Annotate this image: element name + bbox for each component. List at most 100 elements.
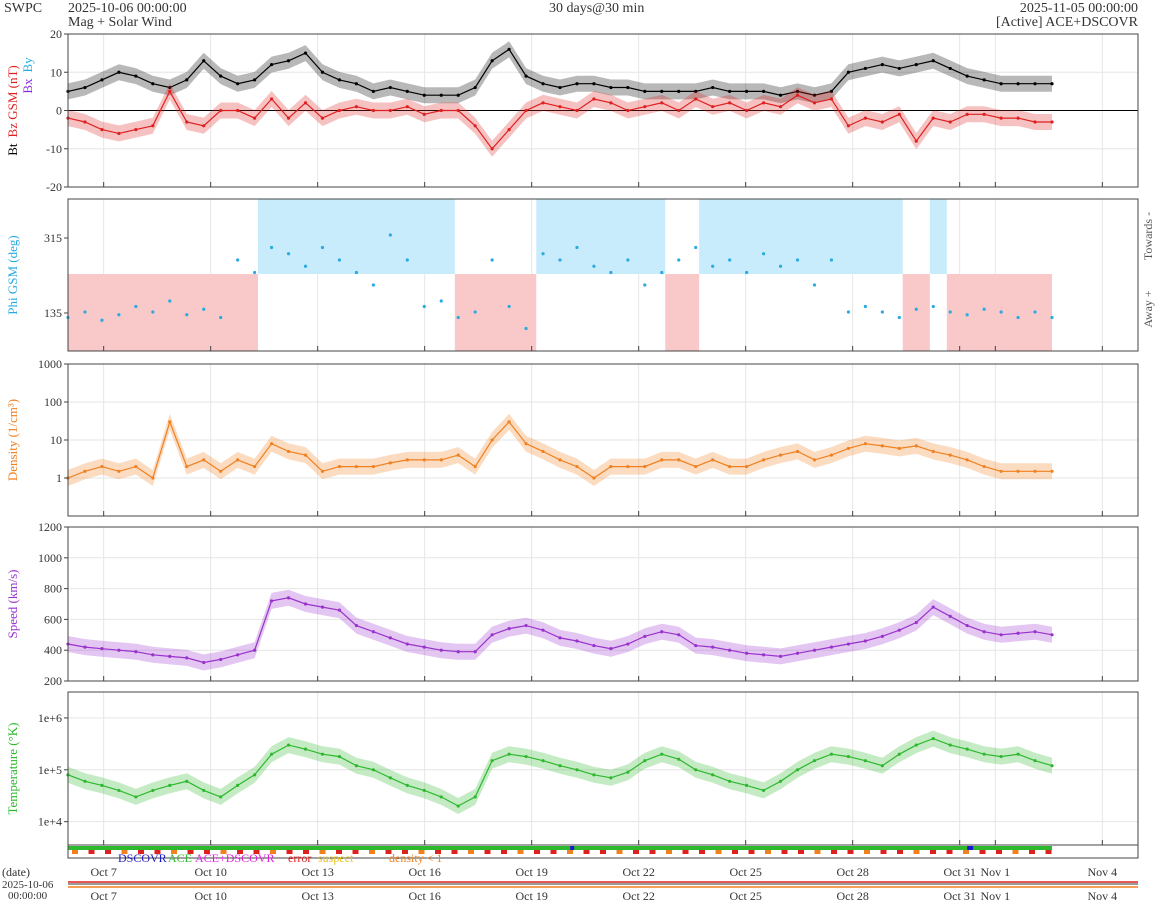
- y-axis-label-part: By: [20, 57, 35, 73]
- x-tick-label: Oct 25: [730, 889, 762, 903]
- quality-mark: [319, 850, 326, 854]
- y-tick-label: 1000: [38, 551, 62, 565]
- quality-mark: [105, 850, 111, 854]
- data-point: [439, 795, 443, 799]
- towards-band: [258, 199, 455, 274]
- data-point: [965, 313, 969, 317]
- data-point: [626, 642, 630, 646]
- data-point: [185, 78, 189, 82]
- data-point: [219, 74, 223, 78]
- data-point: [202, 660, 206, 665]
- data-point: [999, 116, 1003, 120]
- data-point: [524, 623, 528, 628]
- data-point: [422, 112, 426, 116]
- data-point: [694, 89, 698, 93]
- data-point: [575, 639, 579, 643]
- quality-mark: [732, 850, 738, 854]
- data-point: [286, 743, 291, 747]
- data-point: [745, 89, 749, 93]
- data-point: [1033, 120, 1037, 124]
- data-point: [253, 648, 257, 652]
- data-point: [778, 93, 783, 97]
- data-point: [677, 108, 681, 113]
- data-point: [829, 258, 834, 262]
- x-tick-label: Oct 10: [195, 889, 227, 903]
- data-point: [405, 458, 409, 462]
- data-point: [694, 768, 698, 772]
- data-point: [829, 89, 834, 93]
- data-point: [371, 768, 375, 772]
- data-point: [948, 310, 952, 314]
- data-point: [83, 645, 87, 649]
- data-point: [761, 101, 766, 105]
- y-tick-label: 200: [44, 674, 62, 688]
- data-point: [388, 108, 392, 113]
- data-point: [1050, 82, 1054, 86]
- data-point: [592, 97, 596, 101]
- data-point: [1050, 120, 1054, 124]
- quality-mark: [847, 850, 854, 854]
- quality-mark: [996, 850, 1002, 854]
- data-point: [405, 105, 409, 109]
- y-tick-label: 10: [50, 433, 62, 447]
- series-envelope: [68, 83, 1052, 157]
- data-point: [507, 420, 511, 424]
- data-point: [965, 623, 969, 628]
- data-point: [185, 656, 189, 660]
- data-point: [524, 326, 528, 331]
- data-point: [694, 643, 698, 648]
- quality-mark: [1029, 850, 1035, 854]
- data-point: [337, 754, 342, 759]
- data-point: [643, 105, 647, 109]
- data-point: [405, 642, 409, 646]
- data-point: [795, 768, 800, 772]
- x-tick-label: Oct 10: [195, 865, 227, 879]
- data-point: [711, 105, 715, 109]
- source-label: SWPC: [4, 1, 43, 16]
- data-point: [541, 449, 545, 454]
- x-tick-label: Nov 4: [1087, 889, 1117, 903]
- subtitle: Mag + Solar Wind: [68, 15, 172, 30]
- data-point: [320, 116, 325, 120]
- data-point: [151, 310, 155, 314]
- data-point: [694, 245, 698, 250]
- quality-mark: [583, 850, 590, 854]
- quality-mark: [567, 850, 573, 854]
- panel-frame: [67, 198, 1139, 352]
- data-point: [846, 124, 851, 128]
- data-point: [236, 653, 240, 657]
- data-point: [236, 783, 240, 788]
- quality-mark: [897, 850, 903, 854]
- data-point: [694, 97, 698, 101]
- data-point: [473, 124, 477, 128]
- data-point: [880, 634, 884, 638]
- data-point: [626, 258, 630, 262]
- data-point: [320, 469, 325, 473]
- time-span: 30 days@30 min: [549, 1, 645, 16]
- data-point: [1016, 469, 1020, 473]
- data-point: [1033, 630, 1037, 634]
- quality-mark: [1045, 850, 1052, 854]
- series-envelope: [68, 730, 1052, 814]
- data-point: [473, 85, 477, 90]
- data-point: [117, 469, 121, 473]
- data-point: [524, 74, 528, 78]
- x-tick-label: Oct 13: [302, 889, 334, 903]
- legend-item: suspect: [318, 851, 354, 865]
- data-point: [660, 270, 664, 275]
- data-point: [999, 310, 1003, 314]
- end-datetime: 2025-11-05 00:00:00: [1019, 1, 1138, 16]
- data-point: [473, 310, 477, 314]
- legend-item: ACE: [168, 851, 192, 865]
- data-point: [711, 85, 715, 90]
- data-point: [1033, 310, 1037, 314]
- data-point: [236, 108, 240, 113]
- data-point: [914, 139, 918, 143]
- data-point: [371, 89, 375, 93]
- data-point: [168, 783, 172, 788]
- data-point: [761, 252, 766, 256]
- data-point: [422, 788, 426, 793]
- data-point: [303, 747, 308, 751]
- data-point: [863, 116, 867, 120]
- data-point: [897, 315, 901, 320]
